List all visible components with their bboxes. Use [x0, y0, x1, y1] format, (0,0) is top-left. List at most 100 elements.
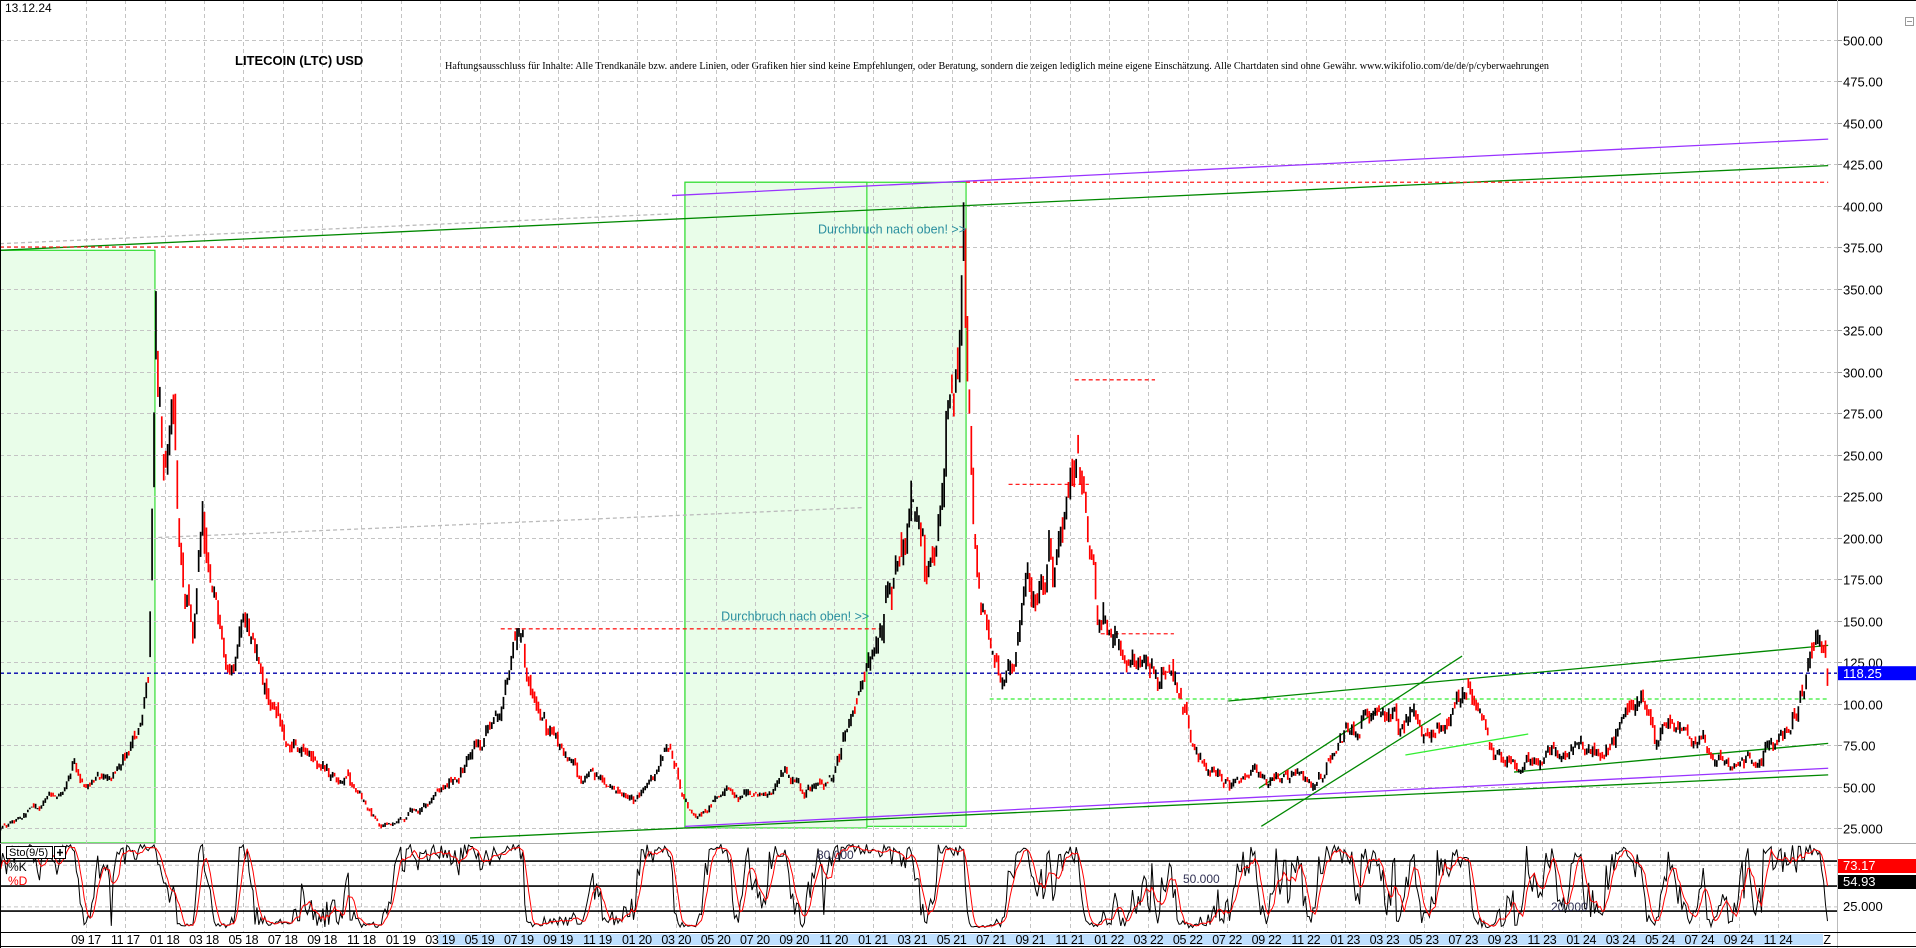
- y-tick-label: 50.00: [1843, 781, 1876, 796]
- sto-level-label: 50.000: [1183, 872, 1220, 886]
- gray-dashed-line-2: [158, 506, 863, 539]
- last-price-badge: [1838, 666, 1916, 681]
- price-candles: [0, 202, 1829, 831]
- green-diagonal-2: [1260, 712, 1442, 827]
- sto-add-button[interactable]: [54, 846, 66, 859]
- x-tick-label: 05 24: [1645, 933, 1675, 947]
- x-tick-label: 11 18: [347, 933, 376, 947]
- sto-k-legend: %K: [8, 860, 27, 874]
- x-tick-label: 01 18: [150, 933, 180, 947]
- breakout-annotation: Durchbruch nach oben! >>: [818, 223, 966, 237]
- x-tick-label: 09 18: [307, 933, 337, 947]
- x-end-marker: Z: [1823, 933, 1831, 947]
- sto-axis-label: 25.000: [1843, 899, 1883, 914]
- x-tick-label: 09 22: [1252, 933, 1282, 947]
- x-tick-label: 05 18: [229, 933, 259, 947]
- x-tick-label: 09 21: [1016, 933, 1046, 947]
- lightgreen-short-line: [1405, 733, 1529, 756]
- sto-k-line: [0, 844, 1828, 929]
- plus-icon: [57, 849, 63, 856]
- x-tick-label: 01 22: [1094, 933, 1124, 947]
- trendlines: [0, 138, 1837, 839]
- x-tick-label: 11 22: [1291, 933, 1320, 947]
- sto-level-label: 20.000: [1551, 900, 1588, 914]
- purple-upper-line: [671, 138, 1829, 197]
- y-tick-label: 25.000: [1843, 822, 1883, 837]
- sto-d-line: [0, 845, 1828, 928]
- x-tick-label: 01 19: [386, 933, 416, 947]
- sto-label-box: [6, 846, 53, 859]
- green-upper-line: [0, 165, 1829, 251]
- x-tick-label: 11 17: [111, 933, 140, 947]
- green-diagonal-1: [1258, 655, 1463, 789]
- x-tick-label: 11 20: [819, 933, 848, 947]
- x-tick-label: 11 21: [1055, 933, 1084, 947]
- x-tick-label: 03 23: [1370, 933, 1400, 947]
- y-tick-label: 250.00: [1843, 449, 1883, 464]
- sto-level-label: 80.000: [817, 848, 854, 862]
- x-tick-label: 03 24: [1606, 933, 1636, 947]
- x-tick-label: 07 20: [740, 933, 770, 947]
- last-price-label: 118.25: [1843, 666, 1882, 681]
- chart-title: LITECOIN (LTC) USD: [235, 53, 363, 68]
- y-tick-label: 500.00: [1843, 34, 1883, 49]
- y-tick-label: 400.00: [1843, 200, 1883, 215]
- y-tick-label: 75.00: [1843, 739, 1876, 754]
- x-tick-label: 07 19: [504, 933, 534, 947]
- x-tick-label: 09 20: [779, 933, 809, 947]
- y-tick-label: 100.00: [1843, 698, 1883, 713]
- collapse-panel-button[interactable]: [1905, 17, 1914, 26]
- x-tick-label: 11 24: [1764, 933, 1793, 947]
- y-tick-label: 475.00: [1843, 75, 1883, 90]
- x-tick-label: 03 18: [189, 933, 219, 947]
- y-tick-label: 225.00: [1843, 490, 1883, 505]
- date-axis: 09 17 11 17 01 18 03 18 05 18 07 18 09 18 11 18…: [71, 933, 1832, 947]
- x-tick-label: 03 20: [661, 933, 691, 947]
- x-tick-label: 03 21: [897, 933, 927, 947]
- y-tick-label: 375.00: [1843, 241, 1883, 256]
- x-tick-label: 03 19: [425, 933, 455, 947]
- x-tick-label: 07 21: [976, 933, 1006, 947]
- x-tick-label: 07 23: [1448, 933, 1478, 947]
- chart-date: 13.12.24: [5, 1, 52, 15]
- x-tick-label: 11 19: [583, 933, 612, 947]
- green-channel-top: [1228, 644, 1829, 702]
- x-tick-label: 05 19: [465, 933, 495, 947]
- x-tick-label: 07 22: [1212, 933, 1242, 947]
- x-tick-label: 05 21: [937, 933, 967, 947]
- sto-d-badge: [1838, 859, 1916, 873]
- purple-lower-line: [684, 767, 1829, 827]
- x-tick-label: 09 17: [71, 933, 101, 947]
- x-tick-label: 09 23: [1488, 933, 1518, 947]
- disclaimer-text: Haftungsausschluss für Inhalte: Alle Tre…: [445, 60, 1549, 72]
- y-tick-label: 450.00: [1843, 117, 1883, 132]
- breakout-annotation: Durchbruch nach oben! >>: [721, 610, 869, 624]
- y-tick-label: 175.00: [1843, 573, 1883, 588]
- x-tick-label: 05 23: [1409, 933, 1439, 947]
- x-tick-label: 11 23: [1528, 933, 1557, 947]
- x-tick-label: 01 20: [622, 933, 652, 947]
- y-tick-label: 200.00: [1843, 532, 1883, 547]
- y-tick-label: 425.00: [1843, 158, 1883, 173]
- y-tick-label: 300.00: [1843, 366, 1883, 381]
- y-tick-label: 325.00: [1843, 324, 1883, 339]
- y-tick-label: 275.00: [1843, 407, 1883, 422]
- annotations: Durchbruch nach oben! >> Durchbruch nach …: [721, 223, 966, 624]
- x-tick-label: 05 22: [1173, 933, 1203, 947]
- sto-d-value: 73.17: [1843, 858, 1876, 873]
- sto-lines: [0, 844, 1828, 929]
- x-tick-label: 01 24: [1566, 933, 1596, 947]
- breakout-zone-2017: [0, 249, 156, 843]
- green-lower-line: [470, 774, 1829, 839]
- x-tick-label: 03 22: [1134, 933, 1164, 947]
- x-tick-label: 07 24: [1684, 933, 1714, 947]
- x-tick-label: 09 19: [543, 933, 573, 947]
- sto-k-value: 54.93: [1843, 874, 1876, 889]
- price-axis: 500.00 475.00 450.00 425.00 400.00 375.00 350.…: [1837, 34, 1916, 837]
- breakout-zone-2020-a: [684, 181, 868, 829]
- x-tick-label: 01 21: [858, 933, 888, 947]
- x-tick-label: 07 18: [268, 933, 298, 947]
- x-tick-label: 01 23: [1330, 933, 1360, 947]
